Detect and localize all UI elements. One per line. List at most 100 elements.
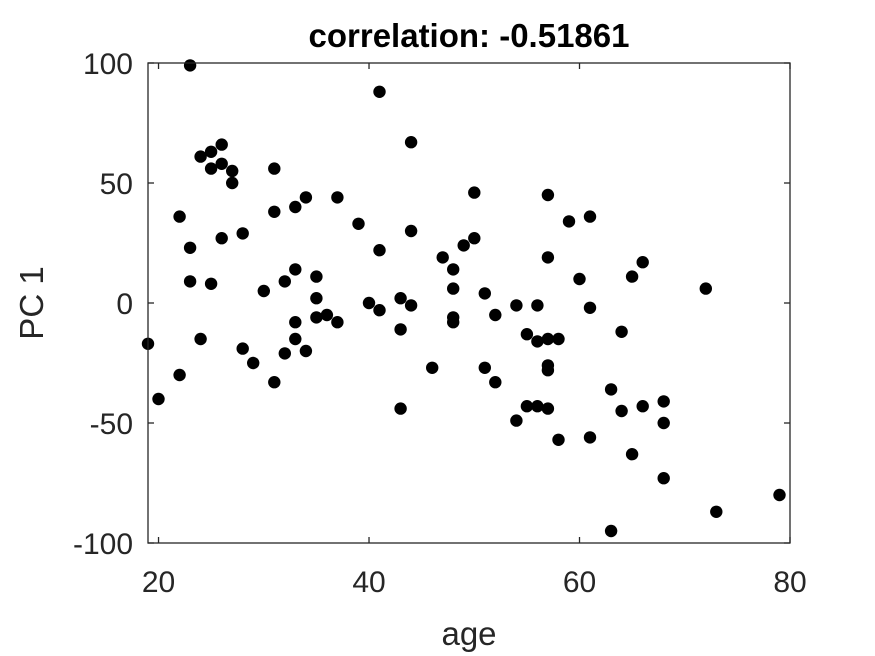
y-tick-label--50: -50 (90, 408, 133, 441)
data-point-56 (468, 186, 481, 199)
data-point-31 (299, 344, 313, 358)
data-point-35 (320, 308, 334, 322)
y-tick-label-0: 0 (116, 288, 133, 321)
data-point-8 (194, 332, 207, 346)
data-point-81 (583, 431, 597, 444)
data-point-14 (215, 232, 228, 245)
data-point-78 (573, 272, 586, 286)
axis-ticks: 20 40 60 80 -100 -50 0 50 100 (73, 48, 807, 599)
data-point-25 (278, 347, 291, 360)
data-point-5 (183, 241, 197, 254)
data-point-48 (404, 299, 418, 312)
data-point-62 (510, 299, 523, 312)
data-point-84 (615, 325, 628, 338)
data-point-1 (152, 392, 165, 406)
x-tick-label-60: 60 (563, 566, 596, 599)
data-point-22 (268, 205, 281, 218)
data-point-29 (289, 332, 302, 346)
data-point-26 (289, 200, 302, 214)
data-point-92 (657, 472, 670, 485)
data-point-67 (531, 335, 544, 348)
y-tick-label--100: -100 (73, 528, 133, 561)
data-point-73 (541, 364, 555, 377)
data-point-46 (404, 136, 418, 149)
data-point-37 (331, 316, 344, 329)
data-point-80 (583, 301, 597, 314)
data-point-58 (478, 287, 491, 300)
data-point-51 (447, 263, 460, 276)
data-point-39 (362, 296, 376, 310)
data-point-82 (604, 383, 618, 396)
data-point-3 (173, 368, 186, 382)
y-tick-label-50: 50 (100, 168, 133, 201)
data-point-54 (447, 316, 460, 329)
data-point-12 (215, 138, 228, 151)
data-point-60 (489, 308, 502, 322)
data-point-34 (310, 311, 323, 324)
data-point-7 (194, 150, 207, 163)
data-point-69 (541, 188, 555, 202)
data-point-38 (352, 217, 365, 230)
data-point-55 (457, 239, 470, 252)
data-point-36 (331, 191, 344, 204)
chart-title: correlation: -0.51861 (309, 17, 630, 54)
data-point-76 (552, 433, 565, 446)
data-point-41 (373, 244, 386, 257)
data-point-68 (531, 400, 544, 413)
data-point-24 (278, 275, 291, 288)
data-point-13 (215, 157, 228, 170)
data-point-77 (562, 215, 576, 228)
x-tick-label-80: 80 (773, 566, 806, 599)
data-point-10 (204, 162, 218, 175)
data-point-66 (531, 299, 544, 312)
data-point-42 (373, 304, 386, 317)
data-point-89 (636, 400, 649, 413)
data-point-95 (773, 488, 786, 502)
data-point-4 (183, 59, 197, 72)
data-point-40 (373, 85, 386, 99)
data-point-75 (552, 332, 565, 346)
data-point-47 (404, 224, 418, 238)
data-point-9 (204, 145, 218, 158)
x-axis-label: age (441, 615, 496, 652)
data-point-90 (657, 395, 670, 408)
data-point-71 (541, 332, 555, 346)
data-point-50 (436, 251, 449, 264)
data-point-15 (226, 164, 239, 178)
data-point-32 (310, 270, 323, 283)
data-point-18 (236, 342, 249, 355)
y-axis-label: PC 1 (13, 266, 50, 339)
data-point-86 (625, 270, 639, 283)
data-point-27 (289, 263, 302, 276)
data-point-20 (257, 284, 270, 298)
data-point-21 (268, 162, 281, 175)
data-point-52 (447, 282, 460, 295)
data-point-70 (541, 251, 555, 264)
data-point-11 (204, 277, 218, 290)
data-point-61 (489, 376, 502, 389)
data-point-87 (625, 448, 639, 461)
data-point-30 (299, 191, 313, 204)
data-point-49 (426, 361, 439, 374)
data-point-33 (310, 292, 323, 305)
data-point-16 (226, 176, 239, 190)
data-point-19 (247, 356, 260, 370)
data-point-28 (289, 316, 302, 329)
data-point-45 (394, 402, 407, 415)
data-point-57 (468, 232, 481, 245)
data-point-63 (510, 414, 523, 427)
data-points (141, 59, 786, 538)
data-point-83 (604, 524, 618, 538)
data-point-44 (394, 323, 407, 336)
data-point-91 (657, 416, 670, 430)
data-point-2 (173, 210, 186, 223)
data-point-17 (236, 227, 249, 240)
plot-area-frame (147, 62, 791, 544)
y-tick-label-100: 100 (83, 48, 133, 81)
x-tick-label-40: 40 (352, 566, 385, 599)
data-point-94 (710, 505, 723, 518)
data-point-88 (636, 256, 649, 269)
data-point-6 (183, 275, 197, 288)
data-point-64 (520, 328, 534, 341)
